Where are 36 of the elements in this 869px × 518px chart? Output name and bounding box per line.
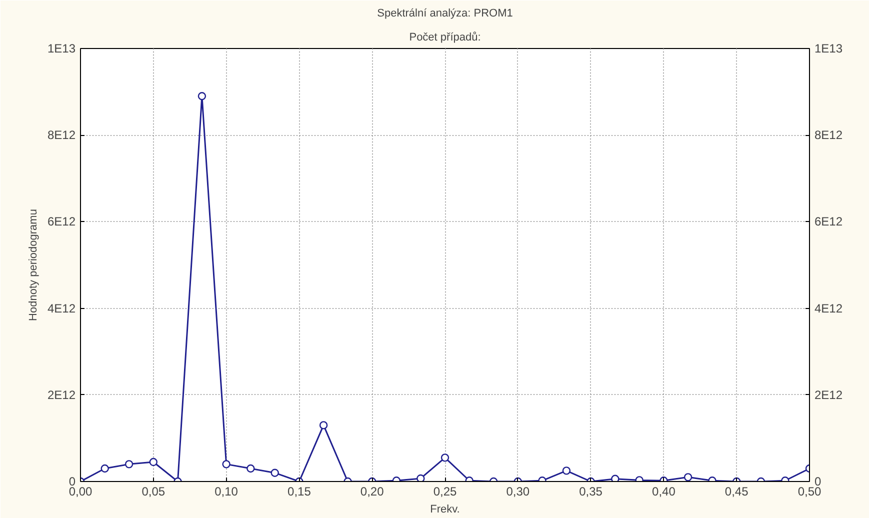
- point: [684, 473, 692, 482]
- point: [100, 464, 109, 473]
- y2-tick-label: 2E12: [814, 388, 843, 402]
- x-tick-label: 0,40: [652, 484, 676, 498]
- point: [611, 474, 620, 482]
- x-tick-label: 0,35: [579, 484, 603, 498]
- y2-tick-label: 4E12: [814, 301, 843, 316]
- y2-tick-label: 6E12: [814, 214, 843, 229]
- y2-tick-label: 1E13: [814, 42, 843, 56]
- y-tick-label: 1E13: [47, 42, 76, 56]
- y2-tick-label: 8E12: [814, 128, 843, 142]
- x-tick-label: 0,20: [360, 484, 384, 498]
- chart-title: Spektrální analýza: PROM1: [377, 8, 513, 20]
- point: [222, 460, 230, 468]
- point: [416, 474, 425, 482]
- point: [270, 468, 279, 477]
- x-tick-label: 0,15: [288, 484, 312, 498]
- chart-subtitle: Počet případů:: [409, 32, 481, 44]
- y-tick-label: 8E12: [47, 128, 76, 142]
- y-tick-label: 2E12: [47, 388, 76, 402]
- point: [198, 92, 206, 100]
- point: [124, 460, 134, 468]
- y-axis-title: Hodnoty periodogramu: [27, 209, 40, 321]
- point: [149, 458, 158, 466]
- point: [562, 466, 571, 475]
- x-tick-label: 0,10: [214, 484, 238, 498]
- x-tick-label: 0,25: [433, 484, 458, 498]
- point: [319, 421, 328, 430]
- x-axis-title: Frekv.: [430, 504, 460, 516]
- x-tick-label: 0,45: [724, 484, 749, 498]
- x-tick-label: 0,30: [506, 484, 530, 498]
- x-tick-label: 0,05: [142, 484, 166, 498]
- y-tick-label: 4E12: [47, 301, 76, 316]
- point: [440, 454, 450, 462]
- y-tick-label: 6E12: [47, 214, 76, 229]
- point: [246, 464, 255, 473]
